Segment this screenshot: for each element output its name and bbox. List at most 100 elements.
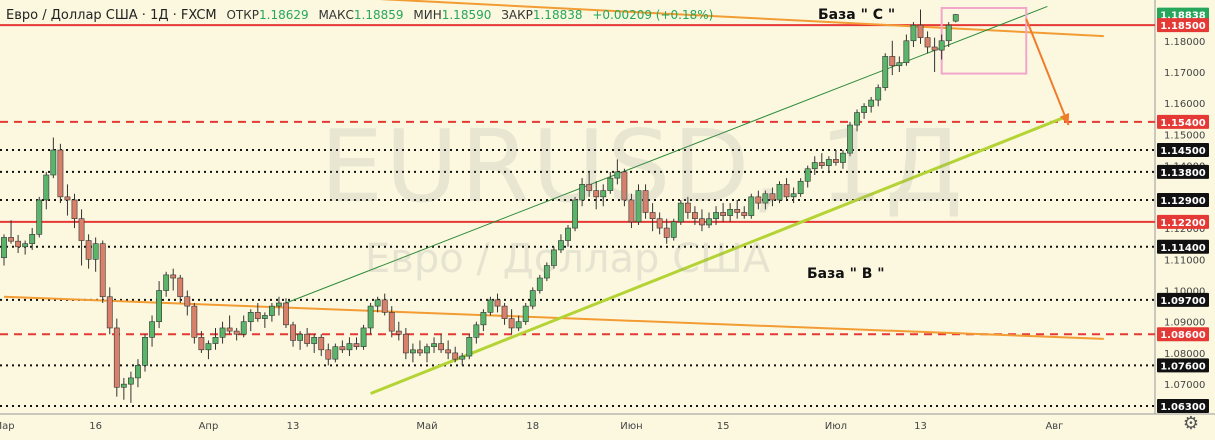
candle-body	[621, 171, 628, 201]
low-label: МИН	[413, 8, 442, 22]
trend-line-thin-green-channel	[285, 5, 1048, 304]
candle-body	[699, 218, 705, 226]
price-badge	[1157, 192, 1209, 207]
candle-body	[769, 193, 776, 201]
annotation-base-b[interactable]: База " В "	[807, 266, 885, 282]
arrow-line	[1025, 18, 1070, 126]
candle-body	[706, 218, 712, 226]
candle-body	[558, 240, 564, 251]
candle-body	[381, 299, 388, 313]
price-badge	[1157, 399, 1209, 413]
candle-body	[917, 24, 924, 38]
candle-body	[811, 162, 818, 170]
price-badge-label: 1.12900	[1160, 196, 1206, 207]
candle-body	[889, 56, 896, 67]
candle-body	[529, 290, 536, 307]
close-label: ЗАКР	[501, 8, 533, 22]
candle-body	[480, 312, 487, 326]
candle-body	[149, 321, 155, 338]
candle-body	[854, 112, 860, 126]
candle-body	[64, 196, 71, 201]
x-tick-label: Мар	[0, 421, 15, 432]
candle-body	[156, 290, 162, 323]
candle-body	[339, 346, 346, 351]
close-value: 1.18838	[532, 8, 583, 22]
candle-body	[318, 337, 325, 351]
candle-body	[402, 333, 409, 354]
x-tick-label: 18	[526, 421, 539, 432]
candle-body	[861, 106, 867, 113]
candle-body	[374, 299, 381, 307]
candle-body	[572, 199, 578, 229]
candle-body	[579, 184, 585, 201]
candle-body	[15, 240, 21, 248]
candle-body	[43, 174, 50, 201]
candle-body	[522, 305, 529, 323]
high-value: 1.18859	[353, 8, 404, 22]
symbol-title[interactable]: Евро / Доллар США · 1Д · FXCM	[6, 8, 217, 23]
price-badge-label: 1.12200	[1160, 218, 1206, 229]
candle-body	[198, 337, 205, 351]
price-badge-label: 1.07600	[1160, 361, 1206, 372]
candle-body	[550, 249, 557, 266]
x-tick-label: 13	[914, 421, 927, 432]
candle-body	[438, 343, 444, 351]
candle-body	[163, 274, 170, 291]
x-tick-label: 13	[287, 421, 300, 432]
candle-body	[409, 349, 416, 354]
candle-body	[783, 184, 790, 198]
candle-body	[543, 265, 550, 279]
candle-body	[205, 343, 212, 351]
candle-body	[261, 315, 268, 319]
candle-body	[459, 355, 466, 360]
candle-body	[663, 227, 670, 238]
candle-body	[790, 193, 797, 198]
candle-body	[50, 149, 57, 176]
candle-body	[896, 62, 903, 67]
x-tick-label: 15	[717, 421, 730, 432]
trend-line-green-support	[370, 114, 1070, 395]
candle-body	[254, 312, 261, 319]
annotation-base-c[interactable]: База " С "	[818, 7, 896, 23]
candle-body	[776, 184, 783, 201]
price-badge-label: 1.09700	[1160, 296, 1206, 307]
candle-body	[713, 212, 719, 220]
candle-body	[360, 327, 367, 347]
candle-body	[670, 221, 677, 238]
candle-body	[22, 243, 29, 248]
candle-body	[501, 305, 508, 319]
candle-body	[445, 349, 452, 354]
candle-body	[297, 333, 303, 341]
candle-body	[875, 87, 882, 101]
candle-body	[565, 227, 571, 241]
candle-body	[128, 377, 134, 385]
x-tick-label: Авг	[1045, 421, 1063, 432]
candle-body	[92, 243, 99, 260]
open-value: 1.18629	[259, 8, 309, 22]
candle-body	[219, 327, 226, 338]
price-badge-label: 1.08600	[1160, 330, 1206, 341]
gear-icon[interactable]: ⚙	[1182, 413, 1199, 434]
candle-body	[840, 152, 846, 163]
price-badge	[1157, 164, 1209, 179]
candle-body	[240, 321, 247, 335]
candle-body	[656, 218, 663, 229]
candle-body	[945, 24, 952, 42]
candle-body	[113, 327, 120, 388]
candle-body	[649, 212, 656, 220]
x-tick-label: Июл	[825, 421, 847, 432]
candle-body	[78, 218, 85, 241]
candle-body	[635, 190, 642, 223]
high-label: МАКС	[318, 8, 354, 22]
candle-body	[804, 168, 811, 182]
candle-body	[586, 184, 593, 191]
candle-body	[494, 299, 501, 307]
candle-body	[417, 349, 423, 354]
candle-body	[184, 296, 191, 307]
candle-body	[755, 196, 762, 204]
candle-body	[276, 302, 282, 307]
candle-body	[600, 190, 607, 198]
price-badge	[1157, 358, 1209, 373]
